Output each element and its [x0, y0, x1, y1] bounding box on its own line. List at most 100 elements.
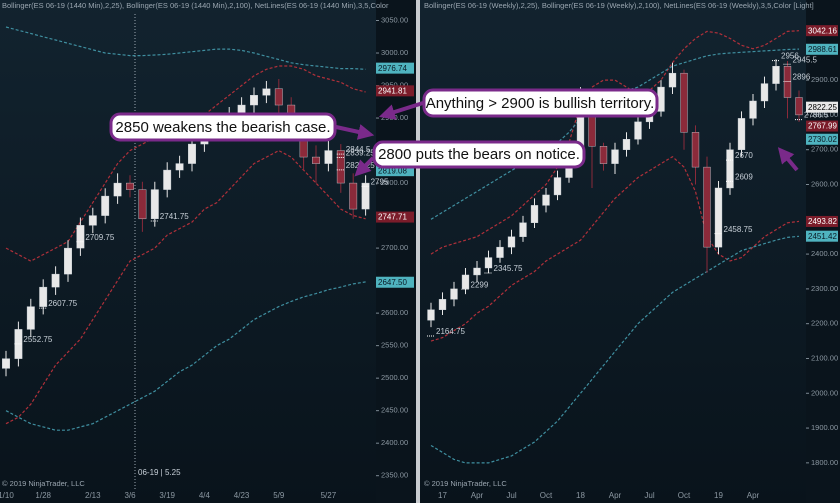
candle-body — [473, 267, 481, 276]
x-tick-label: 5/27 — [321, 491, 337, 500]
x-tick-label: Apr — [471, 491, 484, 500]
x-tick-label: Oct — [678, 491, 691, 500]
candle-body — [530, 205, 539, 223]
candle-body — [349, 182, 358, 210]
candle-body — [2, 358, 10, 369]
x-tick-label: Oct — [540, 491, 553, 500]
candle-body — [599, 146, 608, 164]
netline-label: 2786.5 — [804, 111, 829, 120]
price-label-box — [376, 62, 414, 74]
candle-body — [634, 121, 642, 140]
y-tick-label: 2300.00 — [811, 284, 838, 293]
candle-body — [611, 149, 619, 164]
price-label: 2988.61 — [808, 45, 837, 54]
price-label-box — [806, 120, 838, 132]
candle-body — [657, 86, 665, 112]
x-tick-label: 5/9 — [273, 491, 285, 500]
candle-body — [51, 273, 60, 288]
candle-body — [668, 72, 677, 88]
price-label: 2451.42 — [808, 232, 837, 241]
candle-body — [427, 309, 435, 321]
price-label: 2730.02 — [808, 135, 837, 144]
candle-body — [484, 257, 493, 269]
callout-box — [372, 140, 586, 169]
x-tick-label: 3/6 — [124, 491, 136, 500]
netline-label: 2164.75 — [436, 327, 465, 336]
netline-label: 2844.5 — [346, 145, 371, 154]
y-tick-label: 2700.00 — [381, 243, 408, 252]
x-tick-label: 1/10 — [0, 491, 14, 500]
netline-label: 2741.75 — [160, 212, 189, 221]
candle-body — [714, 187, 723, 248]
candle-body — [461, 274, 470, 290]
callout-text: 2850 weakens the bearish case. — [115, 119, 330, 136]
candle-body — [26, 306, 35, 330]
price-label: 2976.74 — [378, 64, 407, 73]
netline-label: 2945.5 — [793, 55, 818, 64]
candle-body — [336, 150, 345, 184]
candle-body — [39, 286, 48, 307]
price-label-box — [376, 211, 414, 223]
candle-body — [438, 299, 447, 310]
candle-body — [622, 139, 631, 150]
candle-body — [795, 97, 803, 116]
netline-label: 2299 — [471, 280, 489, 289]
bollinger-band — [430, 30, 800, 255]
candle-body — [691, 132, 700, 168]
candle-body — [126, 182, 134, 190]
candle-body — [64, 247, 72, 275]
candle-body — [138, 189, 147, 220]
y-tick-label: 2400.00 — [811, 249, 838, 258]
candle-body — [250, 95, 258, 106]
x-tick-label: 18 — [576, 491, 585, 500]
netline-label: 2345.75 — [494, 264, 523, 273]
callouts: 2850 weakens the bearish case. Anything … — [109, 88, 799, 177]
price-label: 2819.08 — [378, 166, 407, 175]
price-label: 2493.82 — [808, 217, 837, 226]
candle-body — [496, 246, 504, 258]
bollinger-band — [5, 281, 366, 431]
price-label: 2747.71 — [378, 213, 407, 222]
price-label-box — [806, 215, 838, 227]
y-tick-label: 3000.00 — [381, 48, 408, 57]
candle-body — [175, 163, 184, 171]
y-tick-label: 2350.00 — [381, 471, 408, 480]
y-tick-label: 1900.00 — [811, 423, 838, 432]
price-label: 3042.16 — [808, 26, 837, 35]
x-tick-label: 2/13 — [85, 491, 101, 500]
netline-label: 2839.25 — [346, 149, 375, 158]
y-tick-label: 2700.00 — [811, 145, 838, 154]
arrow — [354, 156, 375, 177]
candle-body — [361, 182, 370, 210]
candle-body — [450, 288, 458, 300]
x-tick-label: 17 — [438, 491, 447, 500]
x-tick-label: Jul — [506, 491, 516, 500]
candle-body — [772, 65, 780, 84]
y-tick-label: 2550.00 — [381, 341, 408, 350]
price-label: 2647.50 — [378, 278, 407, 287]
netline-label: 2795 — [371, 177, 389, 186]
y-tick-label: 2200.00 — [811, 319, 838, 328]
candle-body — [737, 118, 746, 150]
price-label-box — [806, 133, 838, 145]
footer: © 2019 NinjaTrader, LLC — [2, 479, 85, 488]
price-label-box — [376, 165, 414, 177]
candle-body — [312, 156, 320, 164]
x-tick-label: Apr — [747, 491, 760, 500]
callout-text: Anything > 2900 is bullish territory. — [426, 95, 655, 112]
y-tick-label: 2500.00 — [381, 373, 408, 382]
y-tick-label: 2000.00 — [811, 388, 838, 397]
netline-label: 2956 — [781, 52, 799, 61]
candle-body — [703, 166, 711, 248]
netline-label: 2552.75 — [23, 335, 52, 344]
x-tick-label: 4/23 — [234, 491, 250, 500]
arrow — [335, 124, 375, 140]
right-axis-area — [806, 0, 840, 503]
price-label: 2767.99 — [808, 122, 837, 131]
candle-body — [76, 225, 85, 249]
arrow — [378, 101, 424, 120]
candle-body — [262, 88, 271, 96]
netline-label: 2607.75 — [48, 299, 77, 308]
netline-label: 2609 — [735, 172, 753, 181]
netline-label: 2670 — [735, 151, 753, 160]
